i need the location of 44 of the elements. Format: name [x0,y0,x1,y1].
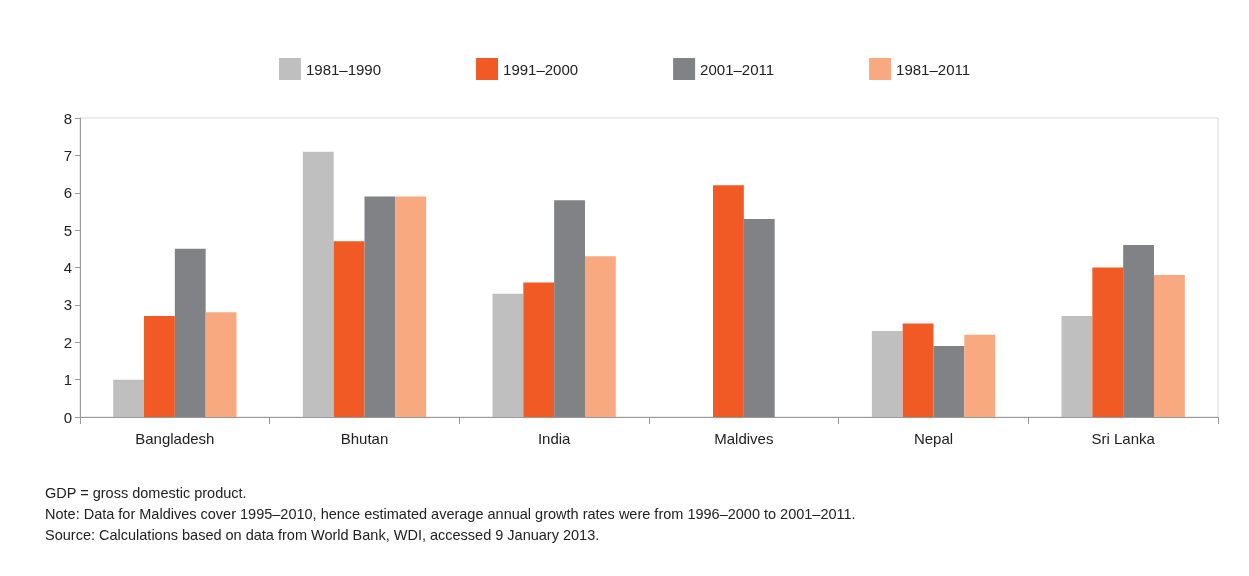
y-tick-label: 1 [63,371,72,389]
bar [492,293,524,417]
y-tick-label: 2 [63,333,72,351]
bar [713,185,744,417]
bar [964,334,996,417]
legend-label: 1991–2000 [503,60,579,78]
y-tick-label: 4 [63,259,72,276]
y-tick-label: 5 [63,221,72,239]
y-tick-label: 6 [63,184,72,202]
y-tick-label: 3 [63,296,72,314]
bar [1092,267,1124,417]
legend-label: 1981–1990 [305,60,382,78]
source-note: Source: Calculations based on data from World Bank, WDI, accessed 9 January 2013. [45,526,600,543]
x-tick-label: Nepal [913,430,954,447]
x-tick-label: India [537,430,572,447]
bar [302,151,334,417]
y-tick-label: 7 [63,146,72,164]
x-tick-label: Maldives [714,430,774,447]
text: GDP = gross domestic product. [45,484,247,501]
bar [902,323,934,417]
bar [1061,316,1093,417]
bar [113,379,145,417]
bar [174,248,206,417]
bar [933,345,965,417]
text: Note: Data for Maldives cover 1995–2010, hence estimated average annual growth rates were from 1996–2000 to 2001–2011. [45,505,856,522]
bar [395,196,427,417]
x-tick-label: Bhutan [340,430,389,447]
x-tick-label: Bangladesh [135,430,215,447]
legend-label: 2001–2011 [700,60,775,78]
y-tick-label: 8 [63,109,72,127]
bar [554,200,585,417]
y-tick-label: 0 [63,408,72,426]
bar [205,312,237,417]
legend-label: 1981–2011 [896,60,971,78]
bar [1153,274,1185,417]
bar [871,331,903,417]
bar [144,316,175,417]
bar [1123,245,1154,417]
x-tick-label: Sri Lanka [1091,430,1156,447]
bar [743,218,775,417]
bar [584,256,616,417]
bar [333,241,365,417]
bar [364,196,396,417]
bar [523,282,555,417]
